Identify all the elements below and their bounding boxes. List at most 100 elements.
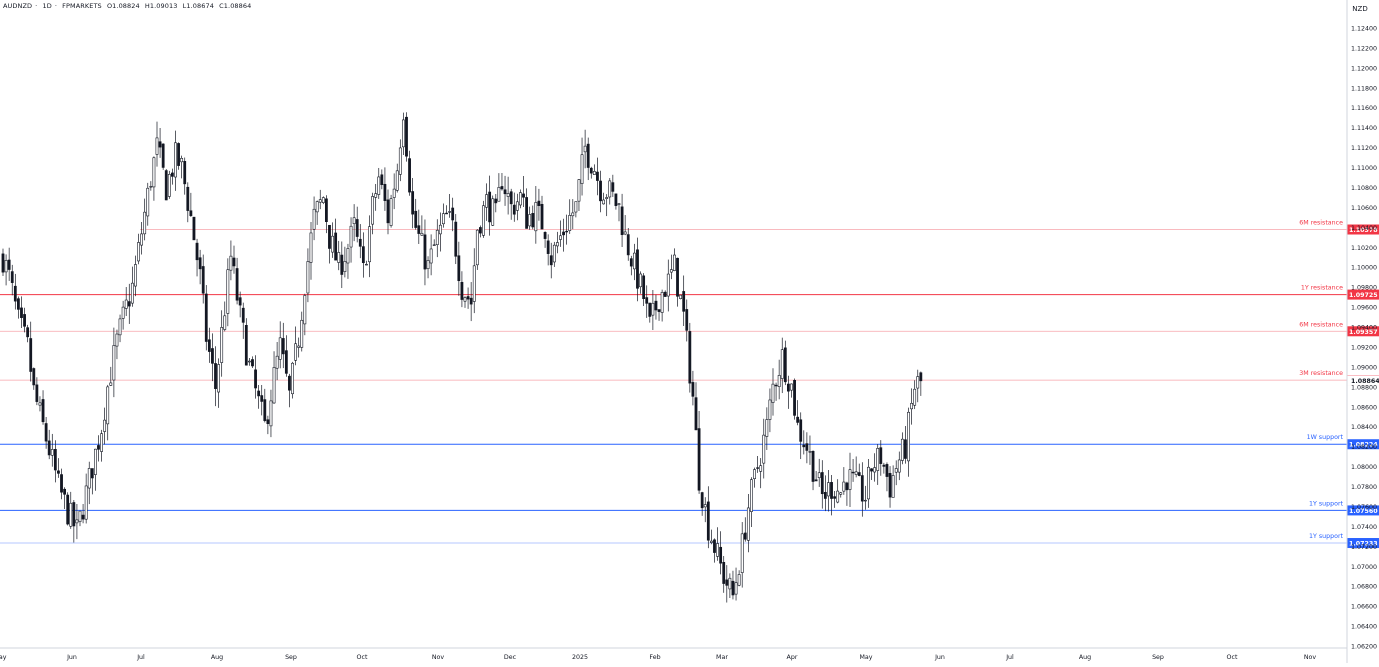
level-price-tag-label: 1.07560 — [1349, 508, 1378, 515]
candle-body — [697, 428, 701, 491]
currency-label: NZD — [1352, 5, 1367, 13]
candle-body — [562, 231, 565, 236]
candle-body — [266, 419, 270, 424]
candle-body — [500, 186, 504, 190]
candle-body — [454, 221, 458, 257]
candle-body — [254, 369, 257, 389]
candle-body — [876, 448, 880, 471]
price-tick-label: 1.08200 — [1351, 444, 1377, 451]
candle-body — [81, 514, 85, 520]
candle-body — [118, 318, 122, 336]
price-tick-label: 1.06200 — [1351, 644, 1377, 651]
time-axis[interactable]: May Jun Jul Aug Sep Oct Nov Dec 2025 Feb Mar Apr May… — [0, 654, 1316, 661]
candle-body — [694, 397, 698, 431]
candle-body — [768, 399, 772, 420]
candle-body — [706, 501, 710, 541]
level-label: 6M resistance — [1299, 220, 1343, 227]
candle-body — [786, 383, 790, 392]
time-tick-label: 2025 — [572, 654, 588, 661]
candle-body — [1, 253, 5, 273]
candle-body — [836, 490, 840, 503]
candle-body — [466, 296, 470, 300]
candle-body — [7, 259, 11, 270]
candle-body — [580, 154, 584, 184]
symbol-label: AUDNZD — [3, 2, 33, 10]
symbol-header: AUDNZD · 1D · FPMARKETS O1.08824 H1.09013 … — [3, 2, 252, 10]
candle-body — [60, 474, 63, 493]
candle-body — [623, 231, 627, 235]
candle-body — [124, 299, 128, 309]
candle-body — [127, 301, 131, 307]
candle-body — [642, 275, 646, 299]
price-axis[interactable]: 1.06200 1.06400 1.06600 1.06800 1.07000 1.072… — [1351, 25, 1377, 650]
candle-body — [777, 375, 781, 387]
candle-body — [32, 368, 36, 386]
candle-body — [260, 395, 264, 402]
candle-body — [469, 297, 473, 305]
candle-body — [639, 273, 642, 288]
time-tick-label: Jul — [1005, 654, 1014, 661]
candle-body — [552, 244, 556, 263]
candle-body — [460, 281, 464, 300]
candle-body — [651, 302, 655, 316]
last-price-tag — [1347, 375, 1379, 386]
candle-body — [774, 384, 778, 387]
ohlc-low: L1.08674 — [182, 2, 214, 10]
candle-body — [263, 399, 267, 421]
candle-body — [137, 242, 140, 262]
candle-body — [559, 235, 562, 240]
candle-body — [158, 141, 162, 148]
candle-body — [355, 219, 359, 237]
level-label: 1Y support — [1309, 533, 1344, 540]
candle-body — [395, 170, 399, 191]
candle-body — [528, 214, 532, 227]
candle-body — [907, 411, 910, 462]
candle-body — [722, 561, 726, 584]
candle-body — [780, 349, 784, 379]
last-price-label: 1.08864 — [1351, 378, 1379, 385]
candle-body — [386, 199, 390, 224]
candle-body — [688, 331, 692, 384]
level-price-tag — [1347, 538, 1379, 549]
candle-body — [303, 295, 307, 325]
candle-body — [414, 210, 418, 228]
candle-body — [888, 473, 892, 498]
time-tick-label: Oct — [1227, 654, 1238, 661]
candle-body — [346, 248, 350, 264]
candle-body — [685, 309, 689, 331]
candle-body — [328, 224, 331, 249]
candle-body — [700, 492, 704, 509]
candle-body — [608, 180, 612, 198]
ohlc-high: H1.09013 — [144, 2, 178, 10]
candle-body — [577, 179, 581, 202]
candle-body — [716, 543, 719, 557]
candle-body — [152, 157, 156, 188]
candle-body — [109, 382, 113, 386]
candle-body — [331, 235, 334, 253]
candle-body — [377, 176, 381, 195]
interval-label[interactable]: 1D — [42, 2, 52, 10]
candle-body — [833, 496, 837, 499]
candle-body — [555, 242, 559, 247]
candle-body — [592, 171, 596, 175]
candle-body — [195, 242, 199, 261]
candle-body — [143, 211, 147, 235]
candle-body — [857, 472, 861, 476]
candle-body — [765, 419, 769, 437]
price-tick-label: 1.12200 — [1351, 45, 1377, 52]
candle-body — [669, 269, 673, 273]
price-tick-label: 1.10400 — [1351, 225, 1377, 232]
candle-body — [654, 300, 658, 311]
candle-body — [13, 285, 17, 302]
levels-layer: 6M resistance 1.10378 1Y resistance 1.09725… — [0, 220, 1379, 549]
candle-body — [863, 499, 867, 502]
candle-body — [713, 539, 716, 553]
candle-body — [808, 451, 812, 453]
price-tick-label: 1.07000 — [1351, 564, 1377, 571]
price-tick-label: 1.09000 — [1351, 364, 1377, 371]
candle-body — [426, 260, 430, 270]
candle-body — [746, 507, 750, 541]
candle-body — [365, 263, 368, 266]
